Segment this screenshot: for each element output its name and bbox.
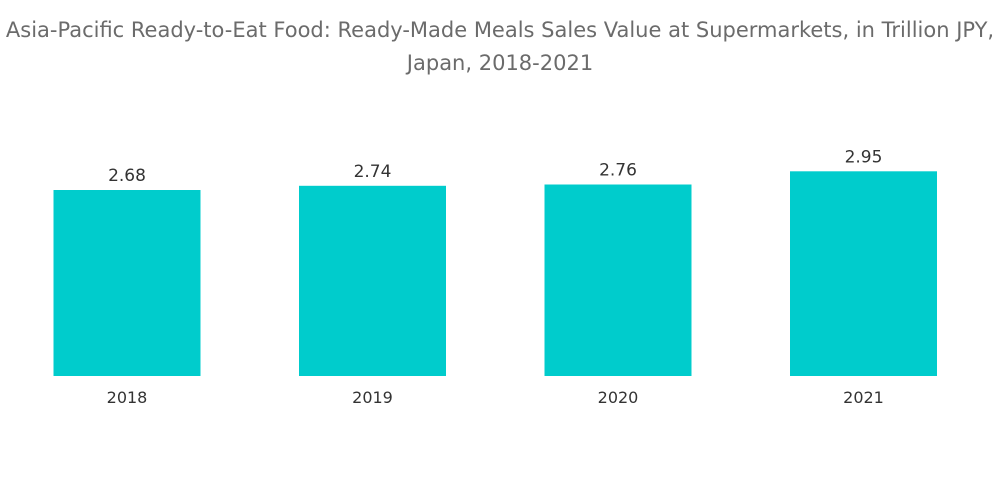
data-label-2020: 2.76 (599, 161, 637, 181)
x-tick-label-2021: 2021 (843, 388, 884, 407)
data-label-2021: 2.95 (845, 147, 883, 167)
x-tick-label-2020: 2020 (598, 388, 639, 407)
x-tick-label-2019: 2019 (352, 388, 393, 407)
bar-2021 (790, 171, 937, 376)
bar-2018 (53, 190, 201, 376)
x-tick-label-2018: 2018 (107, 388, 148, 407)
bar-2020 (544, 184, 692, 376)
data-label-2019: 2.74 (354, 162, 392, 182)
bar-2019 (299, 185, 446, 376)
chart-title: Asia-Pacific Ready-to-Eat Food: Ready-Ma… (5, 18, 995, 75)
data-label-2018: 2.68 (108, 166, 146, 186)
